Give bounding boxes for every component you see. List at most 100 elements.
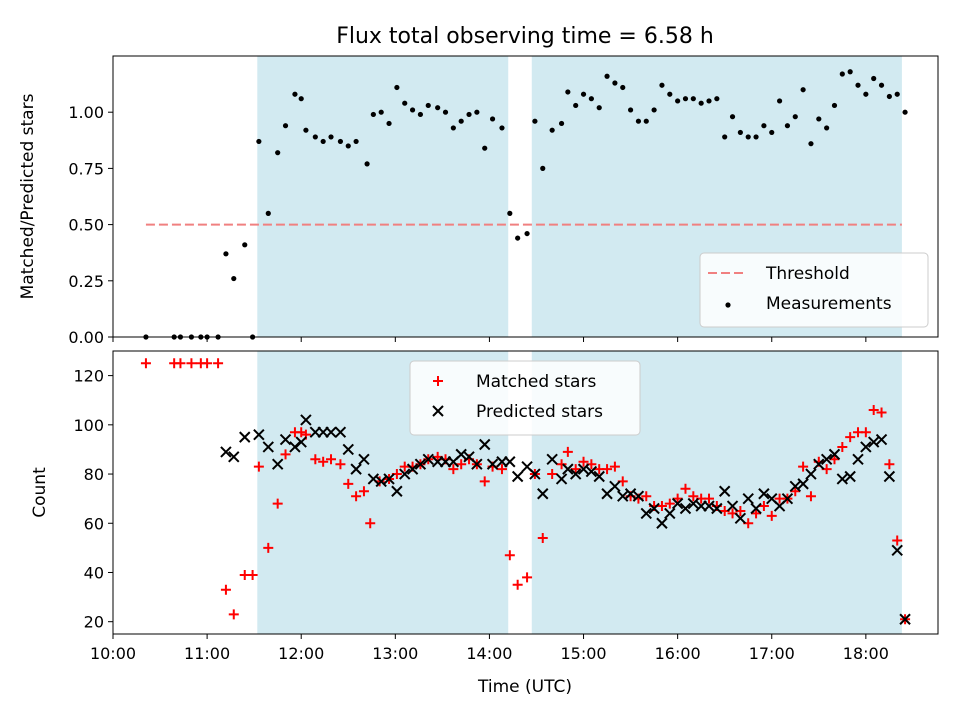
observing-interval: [257, 56, 509, 337]
matched-star-point: [456, 459, 467, 470]
matched-star-point: [318, 456, 329, 467]
measurement-point: [894, 91, 900, 97]
legend-measurement-swatch: [725, 302, 731, 308]
y-tick-label: 20: [84, 613, 104, 632]
predicted-star-point: [367, 473, 380, 485]
predicted-star-point: [504, 456, 516, 468]
predicted-star-point: [899, 613, 911, 625]
predicted-star-point: [640, 507, 652, 520]
matched-star-point: [664, 498, 675, 509]
predicted-star-point: [271, 458, 284, 470]
measurement-point: [442, 109, 449, 115]
measurement-point: [620, 84, 626, 91]
measurement-point: [303, 127, 309, 133]
matched-star-point: [656, 501, 667, 512]
x-tick-label: 13:00: [372, 644, 418, 663]
predicted-star-point: [875, 433, 888, 446]
measurement-point: [588, 96, 594, 102]
predicted-star-point: [279, 433, 292, 446]
legend-label: Threshold: [765, 264, 850, 284]
predicted-star-point: [375, 475, 387, 488]
measurement-point: [409, 107, 416, 113]
matched-star-point: [496, 464, 507, 475]
predicted-star-point: [220, 446, 232, 458]
measurement-point: [499, 125, 505, 131]
matched-star-point: [272, 498, 283, 509]
predicted-star-point: [687, 497, 700, 510]
matched-star-point: [805, 491, 816, 502]
measurement-point: [855, 82, 861, 88]
measurement-point: [745, 134, 751, 140]
predicted-star-point: [511, 470, 524, 483]
measurement-point: [256, 138, 262, 145]
measurement-point: [242, 242, 248, 248]
y-axis-label: Matched/Predicted stars: [18, 93, 38, 299]
measurement-point: [292, 91, 298, 97]
measurement-point: [902, 109, 908, 115]
predicted-star-point: [813, 458, 825, 470]
predicted-star-point: [471, 458, 483, 470]
x-tick-label: 18:00: [843, 644, 889, 663]
measurement-point: [353, 138, 359, 145]
matched-star-point: [688, 491, 699, 502]
predicted-star-point: [656, 517, 668, 529]
predicted-star-point: [569, 468, 582, 480]
legend-label: Measurements: [766, 294, 892, 314]
matched-star-point: [504, 550, 515, 561]
matched-star-point: [680, 483, 691, 494]
predicted-star-point: [342, 443, 354, 456]
predicted-star-point: [577, 463, 590, 475]
legend-label: Matched stars: [476, 372, 596, 392]
measurement-point: [682, 96, 689, 102]
matched-star-point: [570, 464, 581, 475]
matched-star-point: [365, 518, 376, 529]
x-tick-label: 17:00: [749, 644, 795, 663]
matched-star-point: [358, 486, 369, 497]
predicted-star-point: [262, 441, 274, 453]
measurement-point: [558, 120, 565, 127]
measurement-point: [507, 210, 513, 216]
measurement-point: [417, 111, 424, 118]
predicted-star-point: [383, 473, 395, 485]
matched-star-point: [556, 459, 567, 470]
measurement-point: [378, 109, 384, 115]
predicted-star-point: [726, 500, 739, 512]
measurement-point: [824, 125, 830, 131]
predicted-star-point: [537, 488, 549, 500]
predicted-star-point: [414, 458, 427, 470]
x-tick-label: 12:00: [278, 644, 324, 663]
x-axis-label: Time (UTC): [477, 677, 572, 697]
x-tick-label: 14:00: [466, 644, 512, 663]
predicted-star-point: [609, 480, 621, 493]
measurement-point: [612, 80, 618, 86]
y-tick-label: 1.00: [68, 103, 104, 122]
measurement-point: [761, 123, 767, 129]
legend-box: [409, 360, 641, 436]
matched-star-point: [343, 478, 354, 489]
matched-star-point: [247, 569, 258, 580]
matched-star-point: [512, 579, 523, 590]
matched-star-point: [140, 358, 151, 369]
predicted-star-point: [820, 453, 833, 465]
predicted-star-point: [358, 453, 370, 465]
predicted-star-point: [479, 438, 491, 451]
measurement-point: [737, 129, 743, 136]
measurement-point: [370, 111, 376, 118]
measurement-point: [863, 91, 869, 97]
measurement-point: [312, 134, 318, 140]
matched-star-point: [562, 446, 573, 457]
predicted-star-point: [750, 502, 762, 515]
legend-label: Predicted stars: [476, 402, 603, 422]
measurement-point: [698, 100, 704, 106]
predicted-star-point: [300, 414, 312, 426]
axes-frame: [112, 350, 939, 635]
matched-star-point: [876, 407, 887, 418]
measurement-point: [847, 69, 853, 75]
measurement-point: [320, 138, 326, 145]
measurement-point: [532, 118, 538, 124]
measurement-point: [386, 120, 392, 127]
matched-star-point: [766, 510, 777, 521]
y-tick-label: 120: [73, 367, 104, 386]
measurement-point: [275, 150, 281, 156]
predicted-star-point: [742, 492, 754, 505]
